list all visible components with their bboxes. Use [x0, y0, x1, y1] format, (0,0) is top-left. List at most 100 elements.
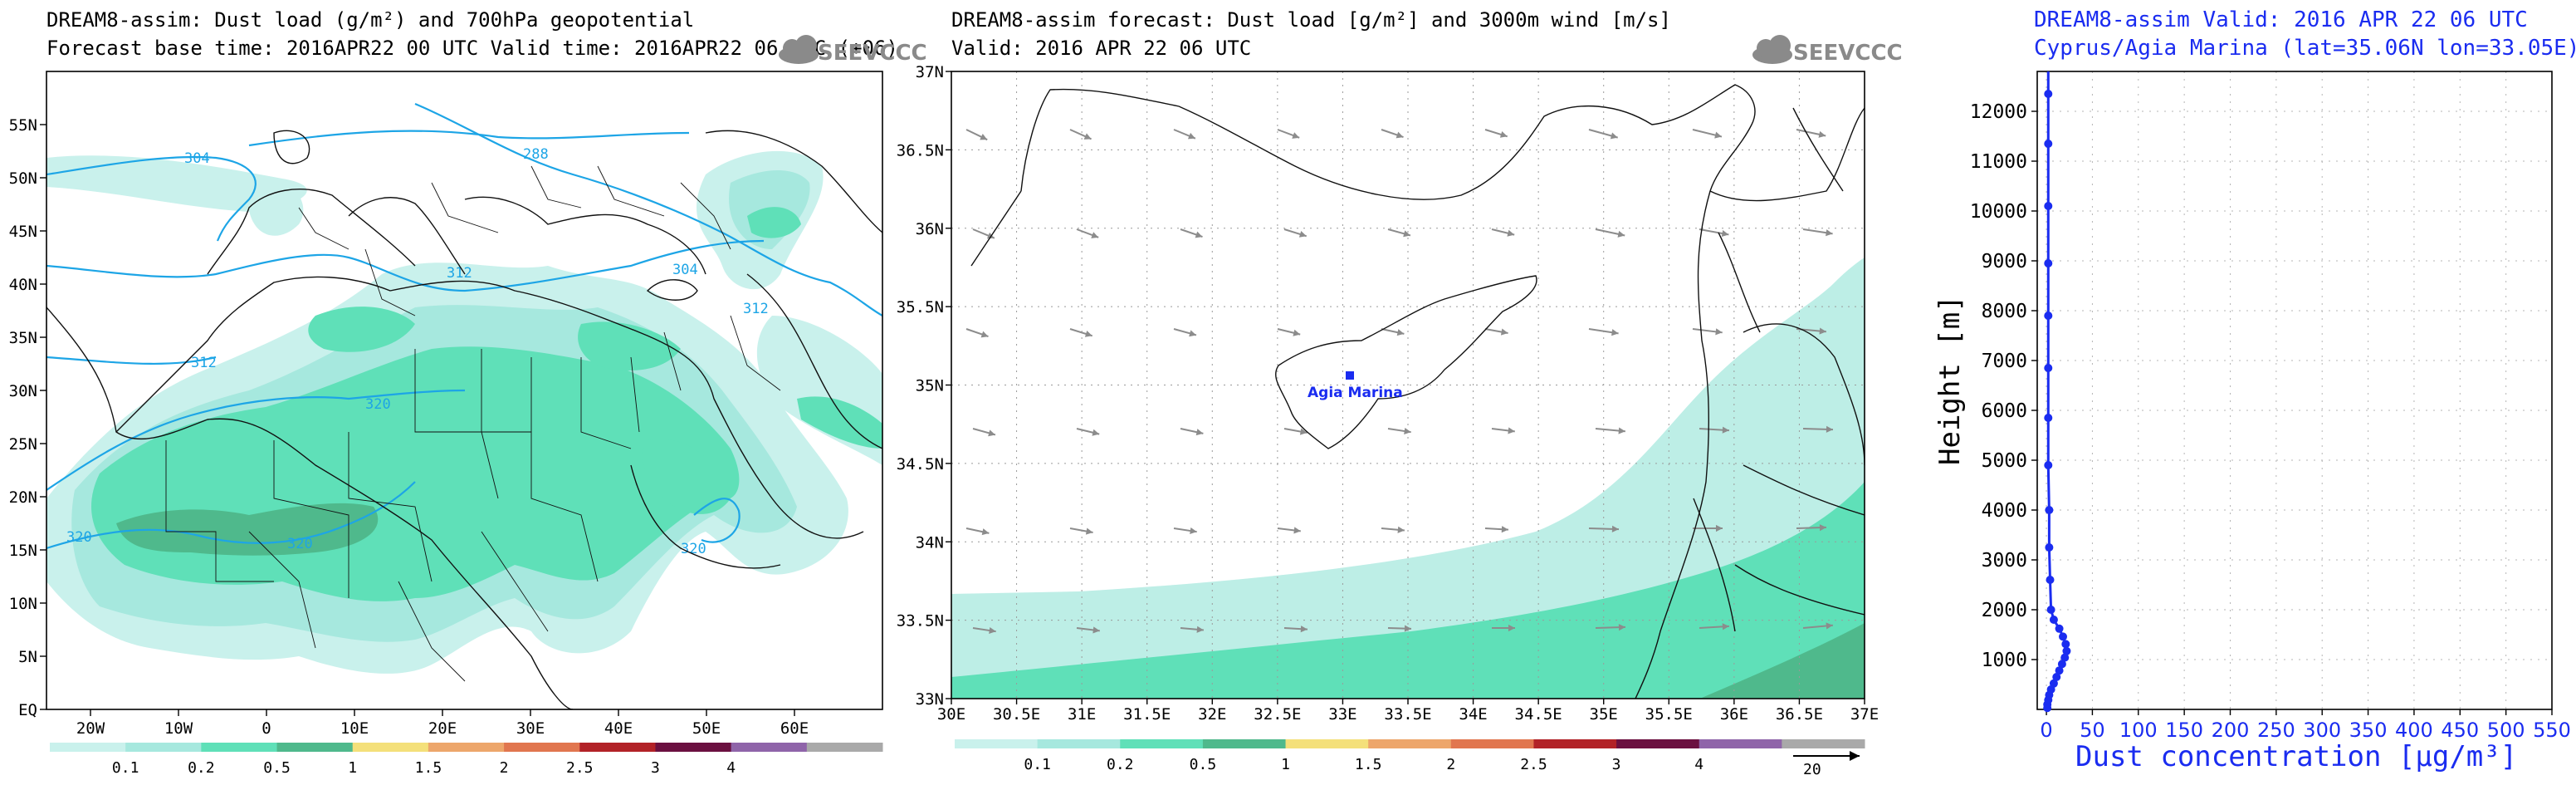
- wind-arrow-head: [1292, 132, 1300, 139]
- wind-arrow-head: [1083, 133, 1092, 140]
- y-tick-label: 8000: [1982, 301, 2027, 322]
- dust-profile-point: [2044, 202, 2053, 210]
- dust-profile-point: [2055, 666, 2064, 675]
- dust-profile-point: [2052, 673, 2061, 681]
- dust-profile-point: [2046, 606, 2055, 614]
- wind-arrow-head: [1397, 526, 1405, 533]
- profile-subtitle: Cyprus/Agia Marina (lat=35.06N lon=33.05…: [2034, 36, 2576, 61]
- colorbar-label: 0.5: [263, 759, 291, 777]
- colorbar-swatch: [1120, 739, 1204, 748]
- wind-reference: 20: [1793, 751, 1860, 778]
- y-tick-label: 1000: [1982, 650, 2027, 671]
- colorbar-label: 4: [726, 759, 736, 777]
- wind-arrow-head: [1092, 429, 1100, 436]
- wind-arrow-head: [1298, 231, 1307, 238]
- contour-label: 304: [184, 150, 210, 167]
- colorbar-a: 0.1 0.2 0.5 1 1.5 2 2.5 3 4: [50, 743, 883, 777]
- wind-arrow-head: [1722, 426, 1729, 434]
- contour-label: 320: [66, 529, 92, 546]
- coastlines-b: [970, 84, 1865, 699]
- colorbar-swatch: [1285, 739, 1369, 748]
- wind-arrow-head: [1826, 229, 1833, 237]
- x-tick-label: 30E: [516, 719, 545, 738]
- wind-arrow-head: [1722, 623, 1729, 630]
- colorbar-swatch: [276, 743, 354, 752]
- y-tick-label: 35.5N: [897, 298, 944, 316]
- panel-b-subtitle: Valid: 2016 APR 22 06 UTC: [951, 37, 1251, 60]
- wind-arrow: [1174, 728, 1197, 729]
- dust-profile-point: [2044, 312, 2053, 320]
- colorbar-label: 1: [1281, 756, 1290, 773]
- wind-arrow-head: [1715, 524, 1723, 532]
- colorbar-b: 0.1 0.2 0.5 1 1.5 2 2.5 3 4: [955, 739, 1865, 773]
- colorbar-label: 3: [651, 759, 660, 777]
- colorbar-swatch: [1699, 739, 1782, 748]
- x-tick-label: 0: [2040, 719, 2052, 742]
- y-tick-label: 50N: [9, 169, 37, 188]
- seevccc-logo-text: SEEVCCC: [818, 41, 927, 66]
- x-tick-label: 20E: [428, 719, 457, 738]
- colorbar-label: 0.2: [188, 759, 215, 777]
- colorbar-swatch: [1450, 739, 1534, 748]
- wind-vectors: [965, 129, 1834, 732]
- wind-arrow-head: [1508, 624, 1515, 632]
- wind-arrow-head: [1501, 526, 1508, 533]
- colorbar-label: 2: [500, 759, 509, 777]
- wind-arrow-head: [980, 331, 989, 338]
- dust-profile-point: [2049, 679, 2058, 688]
- y-tick-label: 33.5N: [897, 612, 944, 630]
- x-tick-label: 200: [2212, 719, 2250, 742]
- x-tick-label: 150: [2165, 719, 2203, 742]
- wind-arrow-head: [1293, 527, 1301, 534]
- colorbar-label: 1.5: [1355, 756, 1382, 773]
- wind-arrow-head: [988, 429, 995, 437]
- dust-profile-point: [2044, 90, 2053, 98]
- wind-arrow-head: [1404, 625, 1411, 632]
- x-tick-label: 250: [2257, 719, 2295, 742]
- wind-arrow: [1693, 724, 1723, 728]
- colorbar-swatch: [352, 743, 429, 752]
- wind-arrow-head: [1195, 429, 1204, 436]
- y-tick-label: 40N: [9, 276, 37, 294]
- y-tick-label: 55N: [9, 116, 37, 135]
- wind-arrow-head: [1087, 725, 1093, 732]
- colorbar-label: 0.5: [1190, 756, 1217, 773]
- wind-arrow-head: [1189, 330, 1196, 337]
- wind-arrow-head: [1403, 230, 1410, 238]
- x-tick-label: 550: [2533, 719, 2571, 742]
- y-tick-label: 2000: [1982, 600, 2027, 621]
- seevccc-logo-a: SEEVCCC: [779, 35, 927, 66]
- wind-arrow-head: [1715, 328, 1723, 336]
- wind-arrow-head: [1610, 132, 1618, 140]
- x-tick-label: 31E: [1068, 705, 1096, 724]
- wind-arrow: [1796, 724, 1826, 728]
- seevccc-logo-text: SEEVCCC: [1793, 41, 1903, 66]
- axis-ticks-b: 30E 30.5E 31E 31.5E 32E 32.5E 33E 33.5E 34E 34.5E…: [897, 63, 1879, 724]
- colorbar-swatch: [806, 743, 883, 752]
- wind-arrow-head: [980, 134, 988, 140]
- colorbar-swatch: [428, 743, 505, 752]
- dust-profile-point: [2061, 640, 2070, 649]
- colorbar-label: 2.5: [566, 759, 594, 777]
- y-tick-label: 6000: [1982, 400, 2027, 422]
- wind-arrow-head: [1500, 328, 1508, 336]
- panel-vertical-profile: DREAM8-assim Valid: 2016 APR 22 06 UTC C…: [1933, 7, 2576, 773]
- colorbar-swatch: [579, 743, 656, 752]
- x-tick-label: 60E: [780, 719, 809, 738]
- x-tick-label: 32.5E: [1254, 705, 1301, 724]
- wind-arrow-head: [1826, 425, 1833, 433]
- panel-b-title: DREAM8-assim forecast: Dust load [g/m²] …: [951, 8, 1671, 32]
- colorbar-swatch: [1616, 739, 1700, 748]
- y-tick-label: 25N: [9, 435, 37, 454]
- colorbar-swatch: [1202, 739, 1287, 748]
- wind-arrow-head: [1195, 231, 1203, 238]
- x-tick-label: 450: [2441, 719, 2479, 742]
- colorbar-label: 4: [1694, 756, 1703, 773]
- profile-frame: [2036, 71, 2553, 710]
- x-tick-label: 10E: [340, 719, 369, 738]
- y-tick-label: 36N: [916, 220, 944, 238]
- y-tick-label: 35N: [9, 329, 37, 347]
- colorbar-label: 3: [1612, 756, 1621, 773]
- wind-arrow-head: [1404, 427, 1411, 435]
- x-tick-label: 20W: [76, 719, 105, 738]
